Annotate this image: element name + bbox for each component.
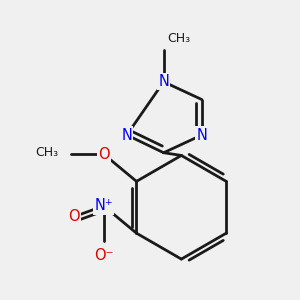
Text: O: O <box>68 209 80 224</box>
Text: N⁺: N⁺ <box>94 198 113 213</box>
Text: CH₃: CH₃ <box>35 146 58 159</box>
Text: N: N <box>122 128 132 142</box>
Text: N: N <box>196 128 207 142</box>
Text: N: N <box>158 74 169 89</box>
Text: O⁻: O⁻ <box>94 248 113 262</box>
Text: CH₃: CH₃ <box>168 32 191 45</box>
Text: O: O <box>98 147 109 162</box>
